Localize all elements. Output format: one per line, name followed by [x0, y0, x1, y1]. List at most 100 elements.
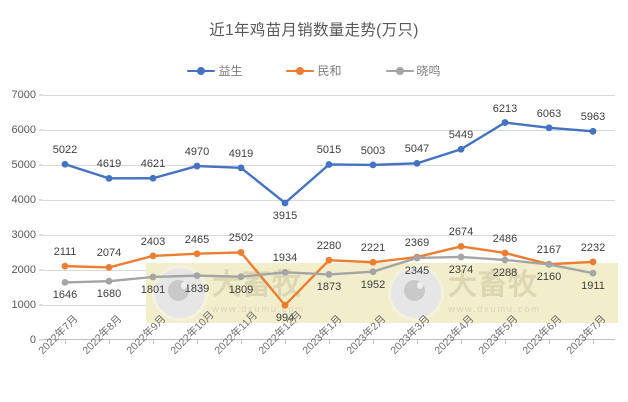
y-axis-tick-label: 7000 [11, 89, 36, 101]
y-axis-tick-label: 6000 [11, 124, 36, 136]
x-axis-tick-mark [593, 340, 594, 344]
data-point-marker[interactable] [237, 249, 245, 256]
y-axis-tick-label: 3000 [11, 229, 36, 241]
data-label: 3915 [272, 209, 298, 222]
data-label: 2280 [316, 240, 342, 253]
data-label: 5015 [316, 144, 342, 157]
data-point-marker[interactable] [149, 174, 157, 182]
data-point-marker[interactable] [105, 277, 113, 285]
data-point-marker[interactable] [501, 256, 509, 264]
data-label: 2369 [404, 237, 430, 250]
data-label: 2486 [492, 232, 518, 245]
data-point-marker[interactable] [589, 269, 597, 277]
data-point-marker[interactable] [457, 243, 465, 250]
y-axis-tick-mark [39, 304, 43, 306]
data-label: 1801 [140, 283, 166, 296]
data-label: 2374 [448, 263, 474, 276]
legend-marker-icon [385, 66, 414, 76]
data-point-marker[interactable] [545, 261, 553, 268]
y-axis-tick-mark [39, 199, 43, 201]
data-label: 1952 [360, 278, 386, 291]
y-axis-tick-mark [39, 339, 43, 341]
data-point-marker[interactable] [281, 268, 289, 276]
data-point-marker[interactable] [325, 256, 333, 264]
data-point-marker[interactable] [193, 272, 201, 280]
data-label: 1809 [228, 283, 254, 296]
x-axis-tick-mark [153, 340, 154, 344]
data-point-marker[interactable] [457, 253, 465, 261]
data-point-marker[interactable] [61, 278, 69, 286]
data-point-marker[interactable] [545, 124, 553, 132]
x-axis-tick-mark [417, 340, 418, 344]
data-label: 2403 [140, 235, 166, 248]
y-axis-tick-label: 5000 [11, 159, 36, 171]
gridline [43, 200, 615, 201]
data-label: 2111 [53, 246, 77, 259]
y-axis-tick-mark [39, 129, 43, 131]
y-axis-tick-mark [39, 94, 43, 96]
legend-label: 晓鸣 [416, 64, 441, 78]
legend-item-益生[interactable]: 益生 [187, 62, 242, 79]
data-label: 2465 [184, 233, 210, 246]
data-label: 2674 [448, 226, 474, 239]
data-label: 4619 [96, 158, 122, 171]
data-point-marker[interactable] [501, 119, 509, 126]
data-point-marker[interactable] [369, 258, 377, 266]
gridline [43, 95, 615, 96]
x-axis-tick-mark [329, 340, 330, 344]
data-label: 4621 [140, 158, 166, 171]
data-point-marker[interactable] [589, 258, 597, 266]
data-point-marker[interactable] [149, 273, 157, 281]
chart-title: 近1年鸡苗月销数量走势(万只) [209, 22, 419, 39]
data-point-marker[interactable] [369, 268, 377, 276]
x-axis-tick-mark [197, 340, 198, 344]
data-label: 2221 [360, 242, 386, 255]
data-point-marker[interactable] [369, 161, 377, 169]
legend-marker-icon [187, 66, 216, 76]
data-point-marker[interactable] [193, 162, 201, 170]
data-point-marker[interactable] [149, 252, 157, 260]
data-label: 5047 [404, 143, 430, 156]
data-point-marker[interactable] [61, 160, 69, 168]
data-point-marker[interactable] [105, 264, 113, 271]
data-point-marker[interactable] [325, 161, 333, 168]
data-label: 2288 [492, 266, 518, 279]
x-axis-tick-mark [461, 340, 462, 344]
legend-label: 民和 [317, 64, 342, 78]
data-label: 1839 [184, 282, 210, 295]
data-point-marker[interactable] [281, 301, 289, 309]
x-axis-tick-mark [549, 340, 550, 344]
data-point-marker[interactable] [325, 271, 333, 278]
data-point-marker[interactable] [61, 262, 69, 270]
data-label: 1873 [316, 281, 342, 294]
data-label: 2232 [580, 241, 606, 254]
x-axis-tick-mark [373, 340, 374, 344]
y-axis-tick-label: 4000 [11, 194, 36, 206]
data-label: 1934 [272, 252, 298, 265]
data-point-marker[interactable] [193, 250, 201, 258]
y-axis-tick-mark [39, 234, 43, 236]
series-lines [61, 119, 597, 309]
data-label: 5449 [448, 129, 474, 142]
data-point-marker[interactable] [457, 145, 465, 153]
legend-item-民和[interactable]: 民和 [286, 62, 342, 79]
y-axis-tick-label: 0 [29, 334, 36, 346]
data-point-marker[interactable] [105, 174, 113, 182]
data-point-marker[interactable] [413, 254, 421, 262]
data-label: 5022 [52, 144, 78, 157]
plot-area: 大畜牧 www.dxumu.com 大畜牧 www.dxumu.com 0 1000 20… [12, 89, 618, 346]
legend-item-晓鸣[interactable]: 晓鸣 [385, 62, 441, 79]
data-point-marker[interactable] [237, 164, 245, 172]
y-axis-tick-mark [39, 269, 43, 271]
data-label: 1911 [581, 280, 605, 293]
data-point-marker[interactable] [281, 199, 289, 207]
x-axis-tick-mark [109, 340, 110, 344]
data-point-marker[interactable] [237, 273, 245, 281]
data-point-marker[interactable] [413, 159, 421, 167]
data-label: 5003 [360, 144, 386, 157]
data-point-marker[interactable] [501, 249, 509, 257]
data-label: 2502 [228, 232, 254, 245]
y-axis-tick-mark [39, 164, 43, 166]
data-point-marker[interactable] [589, 127, 597, 135]
